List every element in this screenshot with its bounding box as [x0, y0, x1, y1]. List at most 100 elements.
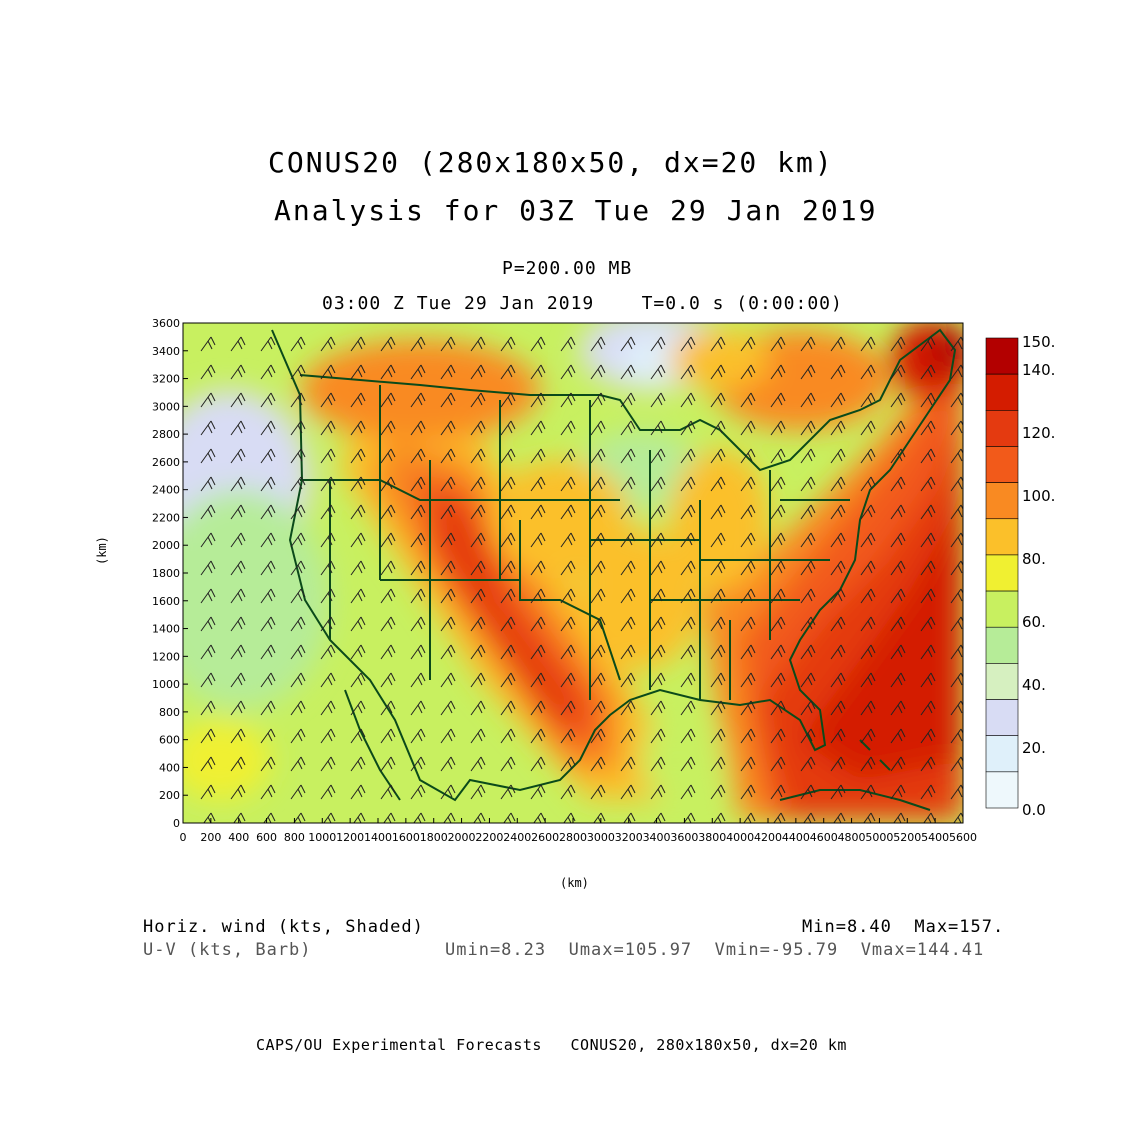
- x-tick-label: 5000: [865, 831, 893, 844]
- wind-barb: [320, 644, 336, 660]
- wind-barb: [440, 756, 456, 772]
- wind-barb: [200, 532, 216, 548]
- wind-barb: [500, 560, 516, 576]
- x-tick-label: 1200: [336, 831, 364, 844]
- wind-barb: [380, 588, 396, 604]
- wind-barb: [320, 336, 336, 352]
- wind-barb: [890, 756, 906, 772]
- wind-barb: [560, 672, 576, 688]
- x-tick-label: 3200: [615, 831, 643, 844]
- level-label: P=200.00 MB: [502, 258, 633, 279]
- wind-barb: [620, 728, 636, 744]
- wind-barb: [470, 756, 486, 772]
- wind-barb: [710, 448, 726, 464]
- wind-barb: [860, 504, 876, 520]
- wind-barb: [590, 616, 606, 632]
- wind-barb: [710, 420, 726, 436]
- colorbar-label: 140.: [1022, 361, 1055, 379]
- y-tick-label: 2000: [152, 539, 180, 552]
- wind-barb: [830, 532, 846, 548]
- wind-barb: [590, 672, 606, 688]
- wind-barb: [650, 672, 666, 688]
- wind-barb: [800, 560, 816, 576]
- wind-barb: [650, 616, 666, 632]
- wind-barb: [620, 616, 636, 632]
- x-tick-label: 1000: [308, 831, 336, 844]
- wind-barb: [740, 728, 756, 744]
- wind-barb: [770, 616, 786, 632]
- wind-barb: [200, 336, 216, 352]
- wind-barb: [593, 812, 606, 823]
- wind-barb: [860, 784, 876, 800]
- wind-barb: [410, 336, 426, 352]
- wind-barb: [350, 672, 366, 688]
- wind-barb: [560, 420, 576, 436]
- wind-barb: [800, 672, 816, 688]
- wind-barb: [590, 784, 606, 800]
- colorbar-label: 120.: [1022, 424, 1055, 442]
- wind-barb: [830, 672, 846, 688]
- y-tick-label: 2600: [152, 456, 180, 469]
- title-line2: Analysis for 03Z Tue 29 Jan 2019: [274, 194, 878, 227]
- wind-barb: [860, 644, 876, 660]
- wind-barb: [350, 588, 366, 604]
- wind-barb: [950, 588, 963, 604]
- wind-barb: [530, 672, 546, 688]
- wind-barb: [380, 756, 396, 772]
- x-tick-label: 5200: [893, 831, 921, 844]
- wind-barb: [230, 532, 246, 548]
- wind-barb: [530, 392, 546, 408]
- wind-barb: [320, 588, 336, 604]
- wind-barb: [290, 756, 306, 772]
- wind-barb: [530, 616, 546, 632]
- wind-barb: [470, 700, 486, 716]
- wind-barb: [263, 812, 276, 823]
- wind-barb: [650, 336, 666, 352]
- wind-barb: [740, 756, 756, 772]
- wind-barb: [260, 364, 276, 380]
- wind-barb: [500, 784, 516, 800]
- wind-barb: [833, 812, 846, 823]
- valid-time-label: 03:00 Z Tue 29 Jan 2019 T=0.0 s (0:00:00…: [322, 293, 843, 314]
- wind-barb: [740, 588, 756, 604]
- wind-barb: [800, 616, 816, 632]
- wind-barb: [380, 476, 396, 492]
- wind-barb: [380, 700, 396, 716]
- wind-barb: [470, 392, 486, 408]
- wind-barb: [290, 672, 306, 688]
- wind-barb: [560, 504, 576, 520]
- wind-barb: [200, 476, 216, 492]
- wind-barb: [740, 700, 756, 716]
- wind-barb: [320, 532, 336, 548]
- wind-barb: [770, 420, 786, 436]
- wind-barb: [350, 644, 366, 660]
- wind-barb: [770, 476, 786, 492]
- wind-barb: [350, 728, 366, 744]
- wind-barb: [353, 812, 366, 823]
- wind-barb: [860, 364, 876, 380]
- wind-barb: [950, 784, 963, 800]
- wind-barb: [470, 672, 486, 688]
- wind-barb: [590, 560, 606, 576]
- wind-barb: [260, 672, 276, 688]
- wind-barb: [713, 812, 726, 823]
- wind-barb: [440, 448, 456, 464]
- wind-barb: [650, 700, 666, 716]
- wind-barb: [290, 476, 306, 492]
- wind-barb: [290, 616, 306, 632]
- wind-barb: [590, 588, 606, 604]
- wind-barb: [680, 784, 696, 800]
- wind-barb: [560, 448, 576, 464]
- wind-barb: [530, 504, 546, 520]
- wind-barb: [890, 504, 906, 520]
- wind-barb: [440, 672, 456, 688]
- wind-speed-shading: [183, 323, 963, 823]
- wind-barb: [800, 364, 816, 380]
- wind-barb: [830, 644, 846, 660]
- y-tick-label: 1000: [152, 678, 180, 691]
- x-axis-unit: (km): [560, 876, 589, 890]
- wind-barb: [410, 644, 426, 660]
- wind-barb: [620, 532, 636, 548]
- wind-barb: [800, 784, 816, 800]
- wind-barb: [800, 532, 816, 548]
